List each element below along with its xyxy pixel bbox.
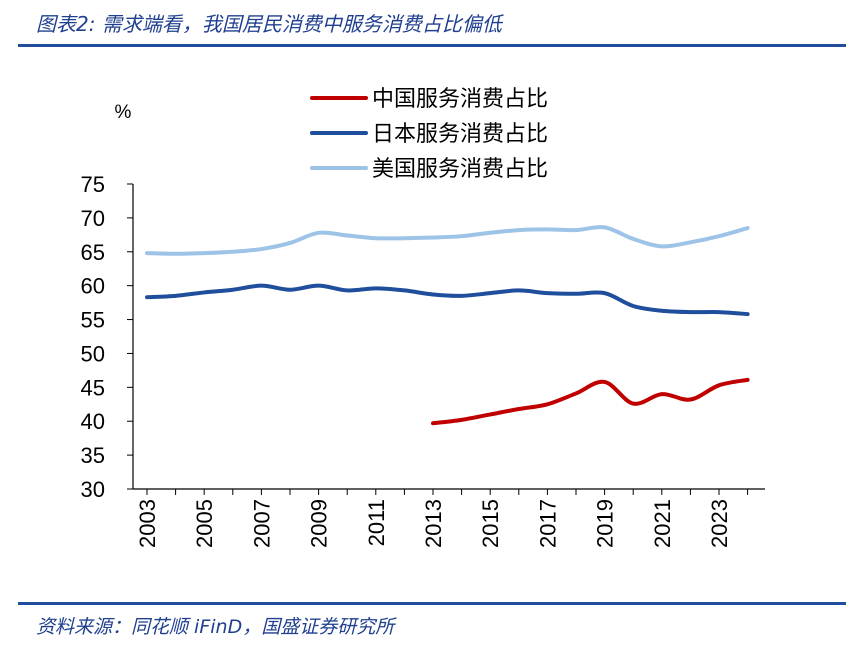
x-tick-label: 2011 xyxy=(364,499,389,546)
x-tick-label: 2013 xyxy=(421,499,446,548)
x-tick-label: 2015 xyxy=(478,499,503,548)
chart-axes: % xyxy=(115,102,765,490)
series-line xyxy=(431,377,750,426)
source-divider xyxy=(18,602,846,605)
x-tick-label: 2019 xyxy=(593,499,618,548)
y-tick-label: 75 xyxy=(81,172,105,197)
y-tick-label: 60 xyxy=(81,274,105,299)
y-tick-label: 40 xyxy=(81,409,105,434)
line-chart: % 30 35 40 45 50 55 60 65 70 75 2003 2005 2007 2009 20… xyxy=(81,86,765,548)
y-unit-label: % xyxy=(115,102,132,123)
y-tick-label: 70 xyxy=(81,206,105,231)
y-tick-label: 45 xyxy=(81,375,105,400)
figure-title: 图表2: 需求端看，我国居民消费中服务消费占比偏低 xyxy=(36,12,502,36)
x-tick-label: 2005 xyxy=(192,499,217,548)
series-line xyxy=(145,283,750,317)
x-tick-label: 2021 xyxy=(650,499,675,548)
y-tick-label: 35 xyxy=(81,443,105,468)
series-line xyxy=(145,225,750,256)
x-tick-label: 2017 xyxy=(535,499,560,548)
x-tick-label: 2009 xyxy=(307,499,332,548)
legend-label: 中国服务消费占比 xyxy=(372,86,548,111)
chart-lines xyxy=(145,225,750,426)
x-tick-label: 2023 xyxy=(707,499,732,548)
title-divider xyxy=(18,44,846,47)
y-tick-label: 55 xyxy=(81,308,105,333)
legend-label: 美国服务消费占比 xyxy=(372,156,548,181)
y-tick-label: 65 xyxy=(81,240,105,265)
legend-label: 日本服务消费占比 xyxy=(372,121,548,146)
axis-ticks: 30 35 40 45 50 55 60 65 70 75 2003 2005 2007 2009 2011… xyxy=(81,172,749,548)
x-tick-label: 2007 xyxy=(249,499,274,548)
y-tick-label: 30 xyxy=(81,477,105,502)
x-tick-label: 2003 xyxy=(135,499,160,548)
source-note: 资料来源：同花顺 iFinD，国盛证券研究所 xyxy=(36,616,395,638)
y-tick-label: 50 xyxy=(81,341,105,366)
